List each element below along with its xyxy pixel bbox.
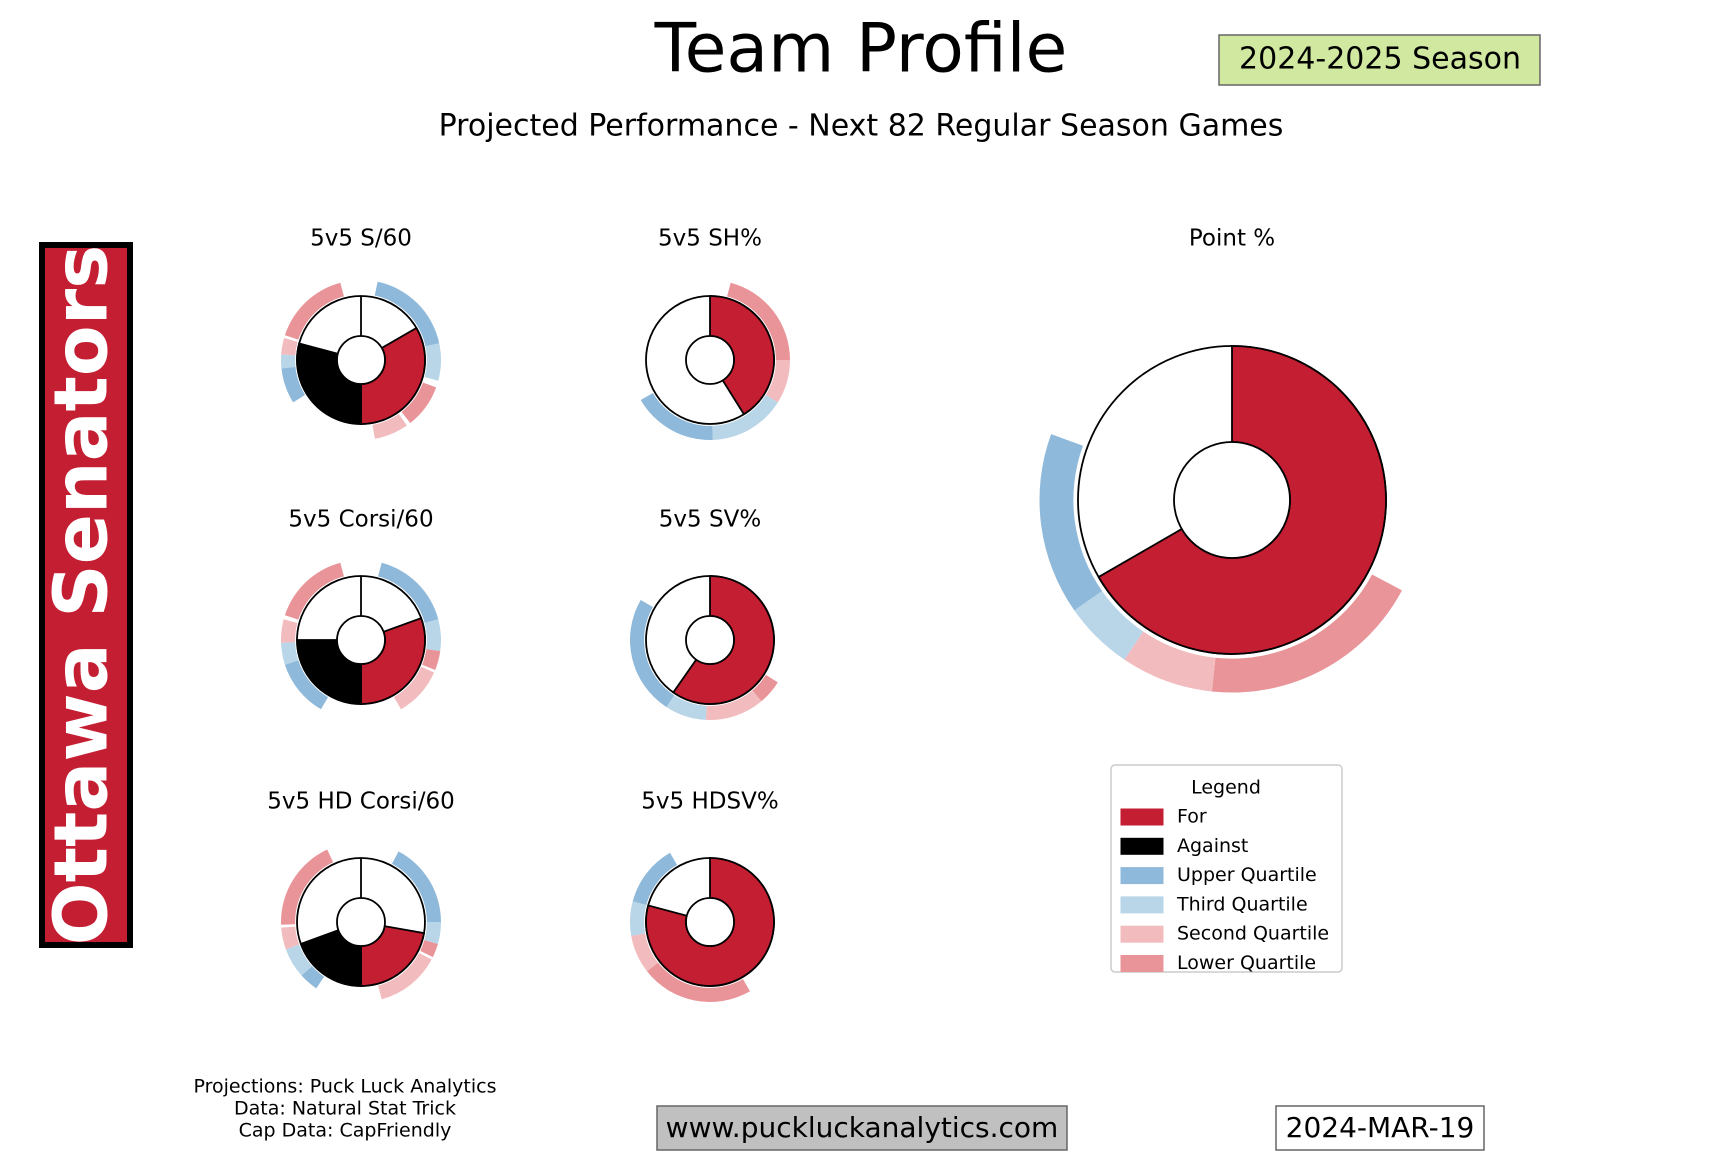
quartile-band	[401, 382, 437, 424]
team-banner	[39, 242, 133, 948]
quartile-band	[281, 926, 300, 950]
season-label: 2024-2025 Season	[1239, 42, 1521, 77]
credit-line: Data: Natural Stat Trick	[234, 1098, 456, 1120]
quartile-band	[752, 674, 778, 702]
quartile-band	[631, 933, 659, 972]
quartile-band	[1074, 590, 1144, 660]
legend-label: Against	[1177, 835, 1248, 857]
quartile-band	[630, 901, 647, 936]
panel-title: 5v5 HD Corsi/60	[267, 789, 454, 815]
quartile-band	[281, 337, 298, 356]
panel-title: Point %	[1189, 226, 1275, 252]
quartile-band	[422, 649, 441, 670]
legend-swatch	[1120, 837, 1164, 855]
quartile-band	[424, 619, 441, 652]
quartile-band	[646, 962, 750, 1003]
quartile-band	[281, 849, 334, 925]
quartile-band	[424, 343, 442, 381]
panel-title: 5v5 S/60	[310, 226, 412, 252]
quartile-band	[666, 695, 707, 720]
panel-title: 5v5 SV%	[659, 507, 761, 533]
quartile-band	[424, 922, 441, 945]
quartile-band	[765, 360, 790, 403]
quartile-band	[285, 944, 313, 976]
quartile-band	[378, 562, 439, 623]
donut-hole	[685, 897, 735, 947]
legend-label: Upper Quartile	[1177, 864, 1317, 886]
date-box	[1275, 1105, 1485, 1151]
legend-label: Lower Quartile	[1177, 952, 1316, 974]
subtitle: Projected Performance - Next 82 Regular …	[439, 109, 1284, 144]
quartile-band	[632, 852, 678, 905]
quartile-band	[281, 619, 298, 643]
quartile-band	[372, 413, 407, 439]
legend-label: For	[1177, 806, 1207, 828]
website: www.puckluckanalytics.com	[666, 1111, 1059, 1144]
quartile-band	[374, 281, 440, 347]
panel-title: 5v5 HDSV%	[641, 789, 778, 815]
quartile-band	[281, 642, 299, 665]
legend-swatch	[1120, 925, 1164, 943]
legend-swatch	[1120, 867, 1164, 885]
donut-hole	[685, 615, 735, 665]
credit-line: Projections: Puck Luck Analytics	[193, 1076, 496, 1098]
quartile-band	[640, 392, 713, 440]
credits: Projections: Puck Luck Analytics Data: N…	[193, 1076, 496, 1142]
quartile-band	[629, 600, 675, 708]
panel-title: 5v5 Corsi/60	[288, 507, 433, 533]
date: 2024-MAR-19	[1286, 1111, 1475, 1144]
quartile-band	[281, 354, 296, 369]
quartile-band	[284, 660, 329, 710]
credit-line: Cap Data: CapFriendly	[239, 1120, 452, 1142]
donut-hole	[685, 335, 735, 385]
quartile-band	[284, 562, 344, 620]
page-title: Team Profile	[654, 10, 1068, 89]
quartile-band	[420, 940, 438, 958]
quartile-band	[391, 851, 441, 922]
quartile-band	[393, 666, 435, 710]
quartile-band	[1211, 574, 1402, 693]
legend-swatch	[1120, 955, 1164, 972]
quartile-band	[1124, 631, 1216, 692]
donut-hole	[336, 615, 386, 665]
quartile-band	[378, 952, 432, 1000]
quartile-band	[727, 282, 790, 360]
donut-hole	[1173, 441, 1291, 559]
quartile-band	[1039, 434, 1103, 611]
legend-box	[1110, 764, 1343, 973]
website-box	[656, 1105, 1068, 1151]
legend-title: Legend	[1191, 777, 1261, 799]
donut-hole	[336, 897, 386, 947]
quartile-band	[301, 966, 325, 989]
quartile-band	[281, 366, 306, 403]
panel-title: 5v5 SH%	[658, 226, 762, 252]
team-name: Ottawa Senators	[39, 245, 125, 946]
quartile-band	[705, 690, 762, 721]
legend-label: Second Quartile	[1177, 923, 1329, 945]
season-box	[1218, 34, 1541, 86]
quartile-band	[712, 394, 778, 440]
donut-hole	[336, 335, 386, 385]
legend-swatch	[1120, 896, 1164, 914]
quartile-band	[284, 282, 344, 340]
legend-label: Third Quartile	[1176, 893, 1308, 915]
legend-swatch	[1120, 808, 1164, 826]
